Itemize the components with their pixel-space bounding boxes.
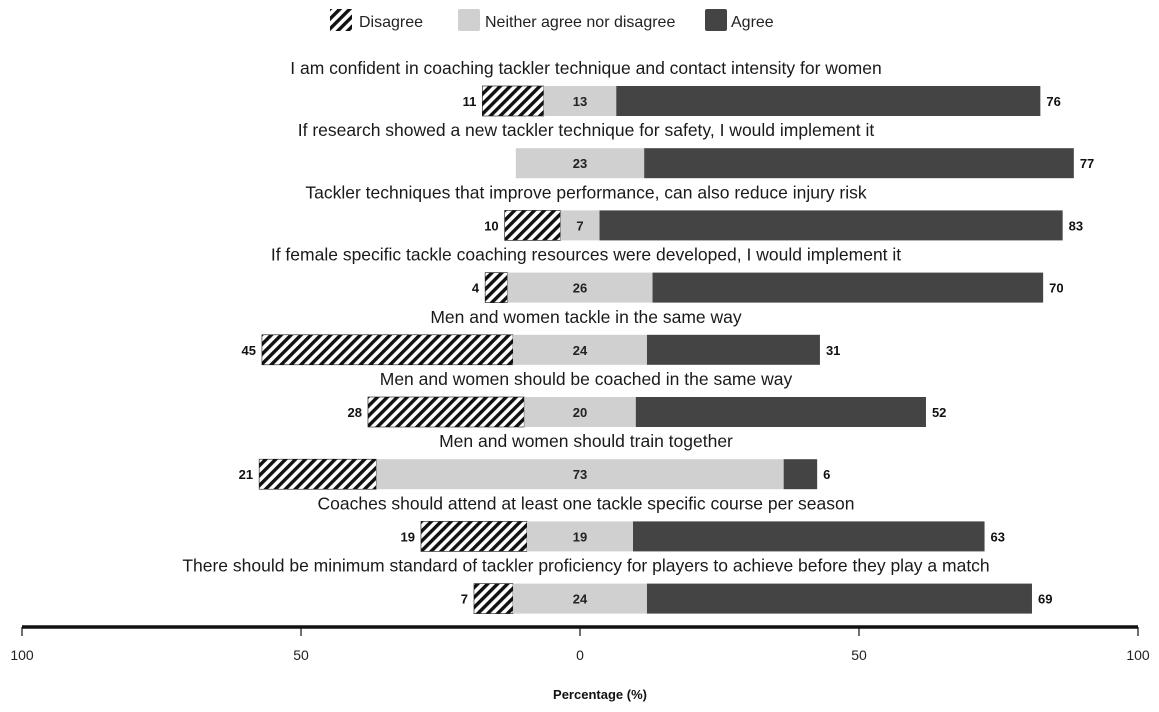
bar-segment-agree	[616, 86, 1041, 116]
question-label: There should be minimum standard of tack…	[182, 556, 989, 576]
value-label-neutral: 7	[576, 218, 583, 233]
value-label-neutral: 24	[573, 343, 588, 358]
question-row: Men and women should train together 21 73 6	[239, 431, 830, 490]
question-label: Men and women tackle in the same way	[430, 307, 742, 327]
value-label-disagree: 45	[241, 343, 255, 358]
legend-swatch-disagree	[330, 9, 352, 31]
value-label-agree: 6	[823, 467, 830, 482]
value-label-agree: 70	[1049, 281, 1063, 296]
legend-label-neutral: Neither agree nor disagree	[485, 14, 675, 31]
value-label-neutral: 24	[573, 592, 588, 607]
bar-segment-neutral	[507, 272, 653, 303]
value-label-disagree: 4	[472, 281, 480, 296]
value-label-agree: 52	[932, 405, 946, 420]
bar-segment-agree	[635, 397, 926, 427]
value-label-neutral: 20	[573, 405, 587, 420]
value-label-disagree: 11	[463, 94, 477, 109]
question-row: Coaches should attend at least one tackl…	[318, 493, 1005, 552]
bar-segment-neutral	[515, 148, 645, 179]
x-axis-title: Percentage (%)	[553, 687, 647, 702]
bar-segment-neutral	[524, 397, 636, 427]
value-label-agree: 69	[1038, 592, 1052, 607]
value-label-disagree: 7	[461, 592, 468, 607]
question-label: If female specific tackle coaching resou…	[271, 245, 901, 265]
bar-segment-disagree	[420, 521, 528, 552]
value-label-neutral: 13	[573, 94, 587, 109]
value-label-disagree: 19	[401, 529, 415, 544]
value-label-agree: 63	[991, 529, 1005, 544]
legend: Disagree Neither agree nor disagree Agre…	[330, 9, 774, 31]
bar-segment-disagree	[504, 210, 561, 241]
value-label-agree: 83	[1069, 218, 1083, 233]
bar-segment-disagree	[258, 458, 377, 490]
question-row: Tackler techniques that improve performa…	[305, 182, 1083, 241]
bar-segment-disagree	[484, 272, 508, 303]
question-label: Coaches should attend at least one tackl…	[318, 493, 855, 513]
value-label-disagree: 21	[239, 467, 253, 482]
value-label-disagree: 28	[347, 405, 361, 420]
value-label-neutral: 23	[573, 156, 587, 171]
question-row: If research showed a new tackler techniq…	[298, 120, 1094, 179]
legend-label-agree: Agree	[731, 14, 774, 31]
x-tick-label: 100	[10, 647, 34, 663]
bar-segment-disagree	[367, 396, 525, 428]
question-row: Men and women should be coached in the s…	[347, 369, 946, 428]
question-label: I am confident in coaching tackler techn…	[290, 58, 881, 78]
bar-segment-disagree	[482, 85, 545, 117]
value-label-agree: 77	[1080, 156, 1094, 171]
x-tick-label: 100	[1126, 647, 1150, 663]
value-label-agree: 31	[826, 343, 840, 358]
legend-label-disagree: Disagree	[359, 14, 423, 31]
bar-segment-neutral	[543, 86, 617, 116]
value-label-disagree: 10	[484, 218, 498, 233]
question-row: If female specific tackle coaching resou…	[271, 245, 1064, 303]
x-tick-label: 0	[576, 647, 584, 663]
bar-segment-agree	[646, 334, 820, 365]
plot-area: I am confident in coaching tackler techn…	[182, 58, 1094, 614]
x-tick-label: 50	[851, 647, 867, 663]
value-label-neutral: 26	[573, 281, 587, 296]
bar-segment-agree	[783, 459, 818, 490]
bar-segment-neutral	[513, 583, 647, 614]
question-label: If research showed a new tackler techniq…	[298, 120, 875, 140]
value-label-neutral: 19	[573, 529, 587, 544]
question-label: Men and women should be coached in the s…	[380, 369, 793, 389]
value-label-neutral: 73	[573, 467, 587, 482]
question-label: Tackler techniques that improve performa…	[305, 182, 866, 202]
bar-segment-neutral	[376, 459, 784, 490]
value-label-agree: 76	[1046, 94, 1060, 109]
bar-segment-neutral	[560, 210, 600, 241]
x-axis: 100 50 0 50 100 Percentage (%)	[10, 625, 1150, 702]
question-row: There should be minimum standard of tack…	[182, 556, 1052, 614]
question-label: Men and women should train together	[439, 431, 733, 451]
bar-segment-neutral	[513, 334, 647, 365]
bar-segment-agree	[599, 210, 1063, 241]
bar-segment-agree	[644, 148, 1074, 179]
bar-segment-disagree	[473, 583, 514, 614]
x-tick-label: 50	[293, 647, 309, 663]
x-axis-ticks: 100 50 0 50 100	[10, 627, 1150, 663]
bar-segment-agree	[633, 521, 985, 552]
legend-swatch-neutral	[458, 9, 480, 31]
bar-segment-agree	[652, 272, 1044, 303]
legend-swatch-agree	[705, 9, 727, 31]
question-row: Men and women tackle in the same way 45 24…	[241, 307, 840, 366]
question-row: I am confident in coaching tackler techn…	[290, 58, 1061, 117]
bar-segment-disagree	[261, 334, 514, 366]
bar-segment-neutral	[526, 521, 634, 552]
bar-segment-agree	[646, 583, 1032, 614]
